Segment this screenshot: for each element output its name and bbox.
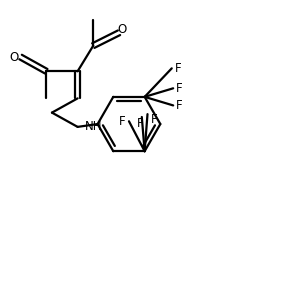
Text: F: F (175, 62, 181, 75)
Text: O: O (117, 23, 127, 36)
Text: F: F (176, 82, 183, 95)
Text: NH: NH (85, 120, 102, 133)
Text: F: F (176, 99, 183, 112)
Text: F: F (137, 117, 144, 130)
Text: F: F (119, 115, 126, 128)
Text: O: O (10, 50, 19, 64)
Text: F: F (150, 113, 157, 126)
